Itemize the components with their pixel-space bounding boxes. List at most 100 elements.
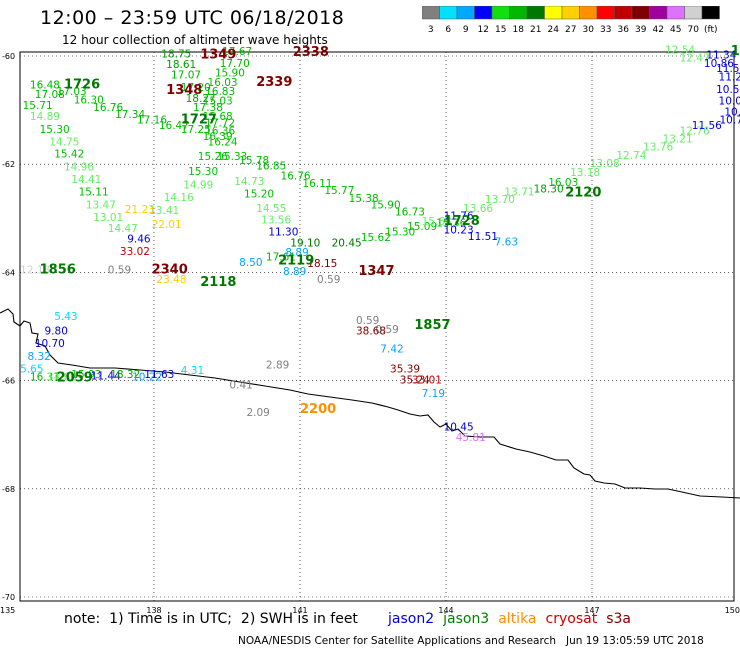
- wave-height-value: 13.66: [463, 203, 493, 215]
- color-scale-label: 27: [565, 25, 576, 35]
- wave-height-value: 15.11: [79, 187, 109, 199]
- satellite-name-jason2: jason2: [388, 611, 435, 627]
- wave-height-value: 14.89: [30, 111, 60, 123]
- wave-height-value: 17.72: [205, 117, 235, 129]
- pass-time-label: 1348: [166, 83, 202, 98]
- wave-height-value: 13.76: [643, 142, 673, 154]
- wave-height-value: 9.46: [127, 234, 151, 246]
- pass-time-label: 2339: [256, 75, 292, 90]
- wave-height-value: 15.93: [71, 369, 101, 381]
- wave-height-value: 11.23: [719, 71, 740, 83]
- color-scale-label: 21: [530, 25, 541, 35]
- wave-height-value: 14.75: [49, 136, 79, 148]
- wave-height-value: 14.73: [234, 176, 264, 188]
- pass-time-label: 2118: [200, 275, 236, 290]
- wave-height-readings: 18.7518.6117.0717.2018.2717.3815.6816.36…: [20, 44, 740, 444]
- wave-height-value: 16.24: [208, 136, 238, 148]
- wave-height-value: 17.67: [222, 46, 252, 58]
- color-scale-label: 39: [635, 25, 647, 35]
- lat-lon-labels: -60 -62 -64 -66 -68 -70 135 138 141 144 147 150: [0, 52, 740, 615]
- wave-height-value: 15.33: [217, 151, 247, 163]
- color-scale-label: 30: [583, 25, 595, 35]
- wave-height-value: 14.60: [47, 372, 77, 384]
- satellite-name-jason3: jason3: [443, 611, 490, 627]
- wave-height-value: 14.41: [71, 174, 101, 186]
- wave-height-value: 15.20: [244, 189, 274, 201]
- wave-height-value: 11.76: [444, 210, 474, 222]
- lon-label: 144: [438, 606, 453, 615]
- pass-time-label: 1857: [414, 318, 450, 333]
- wave-height-value: 5.43: [54, 311, 77, 323]
- wave-height-value: 7.19: [422, 388, 445, 400]
- color-scale-label: 18: [513, 25, 525, 35]
- wave-height-value: 11.34: [706, 50, 736, 62]
- pass-time-label: 2338: [293, 45, 329, 60]
- pass-time-label: 1856: [40, 262, 76, 277]
- wave-height-value: 11.44: [91, 371, 121, 383]
- wave-height-value: 15.62: [361, 232, 391, 244]
- color-scale-label: 15: [495, 25, 506, 35]
- wave-height-value: 18.30: [534, 183, 564, 195]
- wave-height-value: 18.15: [307, 258, 337, 270]
- color-scale-label: 12: [478, 25, 489, 35]
- wave-height-value: 0.59: [356, 315, 379, 327]
- wave-height-value: 8.50: [239, 257, 262, 269]
- satellite-name-altika: altika: [498, 611, 537, 627]
- wave-height-value: 15.30: [188, 166, 218, 178]
- wave-height-value: 16.73: [395, 207, 425, 219]
- pass-time-label: 1731: [731, 44, 740, 59]
- wave-height-value: 17.16: [137, 115, 167, 127]
- wave-height-value: 17.07: [171, 70, 201, 82]
- color-scale-label: 24: [548, 25, 560, 35]
- wave-height-value: 45.81: [456, 432, 486, 444]
- wave-height-value: 15.68: [203, 111, 233, 123]
- wave-height-value: 17.03: [57, 86, 87, 98]
- wave-height-value: 23.48: [156, 274, 186, 286]
- wave-height-value: 15.09: [407, 221, 437, 233]
- wave-height-value: 18.75: [161, 49, 191, 61]
- color-scale-label: (ft): [704, 25, 718, 35]
- wave-height-value: 15.30: [385, 227, 415, 239]
- color-scale-label: 70: [688, 25, 700, 35]
- wave-height-value: 12.76: [680, 125, 710, 137]
- wave-height-value: 15.30: [40, 124, 70, 136]
- wave-height-value: 16.11: [302, 178, 332, 190]
- wave-height-value: 15.42: [54, 149, 84, 161]
- pass-time-label: 1728: [444, 214, 480, 229]
- pass-time-label: 1349: [200, 48, 236, 63]
- wave-height-value: 13.41: [149, 205, 179, 217]
- wave-height-value: 15.77: [324, 185, 354, 197]
- color-scale-label: 36: [618, 25, 630, 35]
- wave-height-value: 38.68: [356, 326, 386, 338]
- color-scale-legend: 3 6 9 12 15 18 21 24 27 30 33 36 39 42 45 70 (ft): [422, 6, 720, 35]
- pass-time-label: 2059: [57, 371, 93, 386]
- pass-time-label: 1726: [64, 77, 100, 92]
- wave-height-value: 35.24: [400, 374, 430, 386]
- wave-height-value: 15.38: [349, 193, 379, 205]
- wave-height-value: 0.59: [108, 264, 131, 276]
- pass-time-label: 1727: [181, 113, 217, 128]
- wave-height-value: 14.55: [256, 203, 286, 215]
- wave-height-value: 17.20: [181, 82, 211, 94]
- pass-time-label: 2200: [300, 402, 336, 417]
- wave-height-value: 7.63: [495, 236, 518, 248]
- wave-height-value: 15.90: [371, 200, 401, 212]
- wave-height-value: 10.86: [704, 58, 734, 70]
- wave-height-value: 9.80: [45, 326, 68, 338]
- lon-label: 138: [146, 606, 161, 615]
- wave-height-value: 13.18: [570, 167, 600, 179]
- wave-height-value: 13.08: [590, 158, 620, 170]
- wave-height-value: 16.47: [159, 120, 189, 132]
- wave-height-value: 16.76: [93, 102, 123, 114]
- note-text: note: 1) Time is in UTC; 2) SWH is in fe…: [64, 611, 358, 627]
- satellite-name-s3a: s3a: [606, 611, 631, 627]
- wave-height-value: 13.47: [86, 200, 116, 212]
- wave-height-value: 15.36: [436, 217, 466, 229]
- wave-height-value: 14.96: [64, 162, 94, 174]
- wave-height-value: 16.31: [30, 372, 60, 384]
- wave-height-value: 10.04: [719, 96, 740, 108]
- wave-height-value: 10.40: [724, 107, 740, 119]
- color-scale-label: 33: [600, 25, 611, 35]
- wave-height-value: 13.01: [93, 212, 123, 224]
